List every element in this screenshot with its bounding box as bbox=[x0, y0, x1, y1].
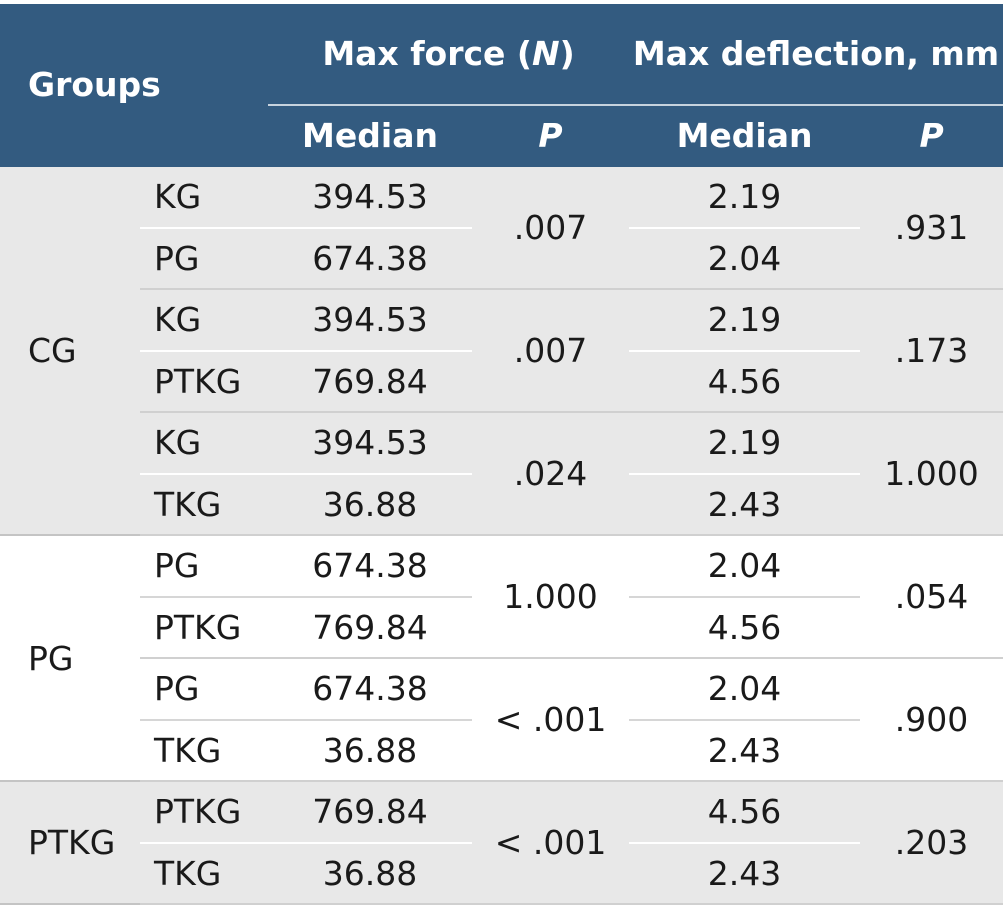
subgroup-label: PG bbox=[140, 227, 269, 290]
deflection-median-value: 2.43 bbox=[629, 473, 861, 536]
deflection-p-value: .054 bbox=[860, 535, 1004, 659]
deflection-p-value: .900 bbox=[860, 658, 1004, 782]
table-row: TKG 36.88 2.43 bbox=[0, 842, 1003, 905]
deflection-median-value: 2.04 bbox=[629, 535, 861, 598]
force-p-value: 1.000 bbox=[472, 535, 630, 659]
table-row: PG 674.38 2.04 bbox=[0, 227, 1003, 290]
deflection-median-value: 4.56 bbox=[629, 596, 861, 659]
subgroup-label: TKG bbox=[140, 719, 269, 782]
table-header: Groups Max force (N) Max deflection, mm … bbox=[0, 4, 1004, 167]
deflection-median-value: 4.56 bbox=[629, 350, 861, 413]
table-row: PTKG PTKG 769.84 < .001 4.56.203 bbox=[0, 781, 1004, 905]
table-body: CG KG 394.53.007 2.19.931 PG 674.38 2.04 KG 394.… bbox=[0, 167, 1004, 905]
groups-column-header: Groups bbox=[0, 4, 269, 167]
group-label: PG bbox=[0, 535, 140, 782]
force-median-value: 394.53 bbox=[268, 167, 473, 229]
deflection-p-value: .931 bbox=[860, 167, 1004, 290]
deflection-median-value: 2.19 bbox=[629, 289, 861, 352]
subgroup-label: TKG bbox=[140, 842, 269, 905]
force-median-value: 674.38 bbox=[268, 658, 473, 721]
group-label: CG bbox=[0, 167, 140, 536]
force-p-value: < .001 bbox=[472, 781, 630, 905]
deflection-p-value: .173 bbox=[860, 289, 1004, 413]
group-label: PTKG bbox=[0, 781, 140, 905]
subgroup-label: PTKG bbox=[140, 350, 269, 413]
deflection-p-header: P bbox=[860, 105, 1004, 167]
force-p-value: .007 bbox=[472, 167, 630, 290]
table-row: PTKG 769.84 4.56 bbox=[0, 350, 1003, 413]
max-deflection-header: Max deflection, mm bbox=[629, 4, 1004, 106]
deflection-median-value: 2.19 bbox=[629, 412, 861, 475]
table-row: KG 394.53.024 2.19 1.000 bbox=[0, 412, 1004, 536]
force-median-value: 36.88 bbox=[268, 719, 473, 782]
deflection-median-value: 2.19 bbox=[629, 167, 861, 229]
subgroup-label: PTKG bbox=[140, 781, 269, 844]
force-p-value: < .001 bbox=[472, 658, 630, 782]
table-row: TKG 36.88 2.43 bbox=[0, 719, 1003, 782]
force-median-value: 769.84 bbox=[268, 596, 473, 659]
deflection-median-value: 2.04 bbox=[629, 658, 861, 721]
subgroup-label: KG bbox=[140, 412, 269, 475]
force-median-value: 394.53 bbox=[268, 289, 473, 352]
deflection-median-value: 2.43 bbox=[629, 719, 861, 782]
force-median-header: Median bbox=[268, 105, 473, 167]
table-row: CG KG 394.53.007 2.19.931 bbox=[0, 167, 1004, 536]
force-median-value: 769.84 bbox=[268, 350, 473, 413]
table-row: PG 674.38 < .001 2.04.900 bbox=[0, 658, 1004, 782]
deflection-p-value: .203 bbox=[860, 781, 1004, 905]
force-p-value: .007 bbox=[472, 289, 630, 413]
deflection-median-value: 4.56 bbox=[629, 781, 861, 844]
subgroup-label: PG bbox=[140, 535, 269, 598]
results-table: Groups Max force (N) Max deflection, mm … bbox=[0, 4, 1004, 905]
table-row: TKG 36.88 2.43 bbox=[0, 473, 1003, 536]
force-p-header: P bbox=[472, 105, 630, 167]
force-median-value: 674.38 bbox=[268, 227, 473, 290]
force-median-value: 769.84 bbox=[268, 781, 473, 844]
force-median-value: 674.38 bbox=[268, 535, 473, 598]
deflection-p-value: 1.000 bbox=[860, 412, 1004, 536]
subgroup-label: KG bbox=[140, 167, 269, 229]
force-unit: N bbox=[532, 33, 560, 73]
deflection-median-value: 2.43 bbox=[629, 842, 861, 905]
subgroup-label: PTKG bbox=[140, 596, 269, 659]
deflection-median-header: Median bbox=[629, 105, 861, 167]
table-row: PTKG 769.84 4.56 bbox=[0, 596, 1003, 659]
subgroup-label: PG bbox=[140, 658, 269, 721]
max-force-header: Max force (N) bbox=[268, 4, 630, 106]
table-row: PG PG 674.38 1.000 2.04.054 bbox=[0, 535, 1004, 782]
force-median-value: 36.88 bbox=[268, 842, 473, 905]
subgroup-label: KG bbox=[140, 289, 269, 352]
force-p-value: .024 bbox=[472, 412, 630, 536]
table-row: KG 394.53.007 2.19.173 bbox=[0, 289, 1004, 413]
force-median-value: 36.88 bbox=[268, 473, 473, 536]
deflection-median-value: 2.04 bbox=[629, 227, 861, 290]
subgroup-label: TKG bbox=[140, 473, 269, 536]
force-median-value: 394.53 bbox=[268, 412, 473, 475]
